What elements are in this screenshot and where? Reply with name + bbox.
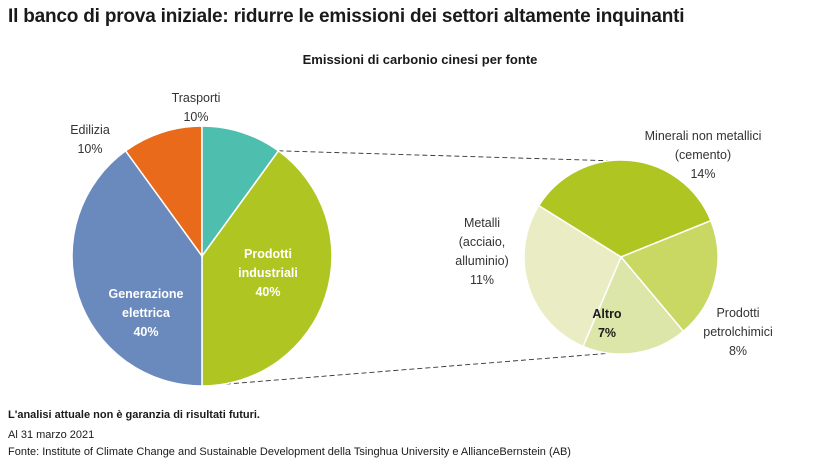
main-prodotti-industriali-label: industriali bbox=[238, 266, 298, 280]
breakdown-metalli-acciaio-alluminio-label: (acciaio, bbox=[459, 235, 506, 249]
main-generazione-elettrica-label: elettrica bbox=[122, 306, 171, 320]
breakdown-minerali-non-metallici-cemento-label: Minerali non metallici bbox=[645, 129, 762, 143]
main-prodotti-industriali-value: 40% bbox=[255, 285, 280, 299]
footer-source: Fonte: Institute of Climate Change and S… bbox=[8, 446, 571, 458]
breakdown-altro-value: 7% bbox=[598, 326, 616, 340]
breakdown-slice-minerali-non-metallici-cemento bbox=[537, 159, 712, 258]
breakdown-minerali-non-metallici-cemento-label: (cemento) bbox=[675, 148, 731, 162]
main-edilizia-label: Edilizia bbox=[70, 123, 110, 137]
main-slice-edilizia bbox=[124, 125, 203, 259]
main-trasporti-value: 10% bbox=[183, 110, 208, 124]
connector-lines bbox=[201, 150, 610, 387]
breakdown-slice-metalli-acciaio-alluminio bbox=[523, 204, 622, 348]
footer-date: Al 31 marzo 2021 bbox=[8, 429, 95, 441]
breakdown-metalli-acciaio-alluminio-label: Metalli bbox=[464, 216, 500, 230]
main-edilizia-value: 10% bbox=[77, 142, 102, 156]
main-slice-generazione-elettrica bbox=[71, 149, 203, 387]
breakdown-minerali-non-metallici-cemento-value: 14% bbox=[690, 167, 715, 181]
breakdown-prodotti-petrolchimici-value: 8% bbox=[729, 344, 747, 358]
breakdown-prodotti-petrolchimici-label: Prodotti bbox=[716, 306, 759, 320]
breakdown-metalli-acciaio-alluminio-label: alluminio) bbox=[455, 254, 509, 268]
main-generazione-elettrica-value: 40% bbox=[133, 325, 158, 339]
main-generazione-elettrica-label: Generazione bbox=[108, 287, 183, 301]
main-prodotti-industriali-label: Prodotti bbox=[244, 247, 292, 261]
connector-line-bottom bbox=[201, 352, 610, 387]
breakdown-slice-prodotti-petrolchimici bbox=[619, 219, 719, 333]
breakdown-slice-altro bbox=[582, 255, 685, 355]
breakdown-metalli-acciaio-alluminio-value: 11% bbox=[470, 273, 494, 287]
chart-title: Il banco di prova iniziale: ridurre le e… bbox=[8, 6, 685, 27]
main-slice-trasporti bbox=[201, 125, 280, 259]
main-pie bbox=[71, 125, 333, 387]
main-trasporti-label: Trasporti bbox=[172, 91, 221, 105]
pie-of-pie-chart: Prodotti industriali 40% Generazione elettri… bbox=[70, 91, 773, 387]
connector-line-top bbox=[278, 150, 610, 162]
chart-subtitle: Emissioni di carbonio cinesi per fonte bbox=[302, 52, 538, 67]
main-slice-prodotti-industriali bbox=[201, 149, 333, 387]
breakdown-pie bbox=[523, 159, 719, 355]
breakdown-altro-label: Altro bbox=[592, 307, 622, 321]
breakdown-prodotti-petrolchimici-label: petrolchimici bbox=[703, 325, 772, 339]
slice-labels: Prodotti industriali 40% Generazione elettri… bbox=[70, 91, 773, 358]
footer-disclaimer: L'analisi attuale non è garanzia di risu… bbox=[8, 409, 260, 421]
